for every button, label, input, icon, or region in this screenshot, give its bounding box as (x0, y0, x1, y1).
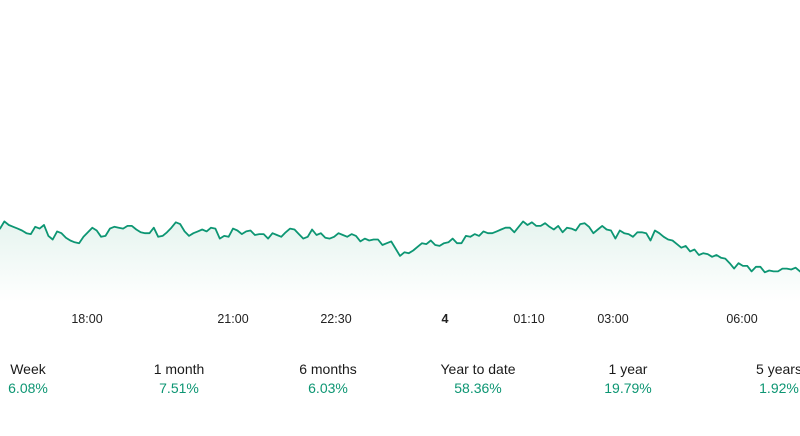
x-tick-label: 21:00 (217, 312, 248, 326)
perf-label: 5 years (756, 361, 800, 377)
x-axis-ticks: 18:00 21:00 22:30 4 01:10 03:00 06:00 (71, 312, 757, 326)
perf-item-6-months[interactable]: 6 months 6.03% (268, 360, 388, 398)
perf-value: 7.51% (159, 380, 199, 396)
perf-label: 1 month (153, 361, 205, 377)
perf-label: Year to date (440, 361, 516, 377)
x-tick-label: 4 (442, 312, 449, 326)
x-tick-label: 03:00 (597, 312, 628, 326)
price-chart[interactable]: 18:00 21:00 22:30 4 01:10 03:00 06:00 (0, 0, 800, 340)
perf-value: 6.03% (308, 380, 348, 396)
perf-item-1-year[interactable]: 1 year 19.79% (568, 360, 688, 398)
perf-value: 1.92% (759, 380, 799, 396)
perf-label: Week (10, 361, 46, 377)
perf-value: 19.79% (604, 380, 652, 396)
x-tick-label: 22:30 (320, 312, 351, 326)
perf-item-5-years[interactable]: 5 years 1.92% (719, 360, 800, 398)
price-chart-svg: 18:00 21:00 22:30 4 01:10 03:00 06:00 (0, 220, 800, 326)
perf-label: 6 months (299, 361, 357, 377)
x-tick-label: 01:10 (513, 312, 544, 326)
perf-value: 6.08% (8, 380, 48, 396)
performance-summary: Week 6.08% 1 month 7.51% 6 months 6.03% … (0, 360, 800, 410)
price-line (0, 220, 800, 274)
perf-item-week[interactable]: Week 6.08% (0, 360, 88, 398)
x-tick-label: 06:00 (726, 312, 757, 326)
perf-label: 1 year (608, 361, 648, 377)
perf-value: 58.36% (454, 380, 502, 396)
perf-item-1-month[interactable]: 1 month 7.51% (119, 360, 239, 398)
price-area-fill (0, 221, 800, 302)
perf-item-year-to-date[interactable]: Year to date 58.36% (418, 360, 538, 398)
x-tick-label: 18:00 (71, 312, 102, 326)
